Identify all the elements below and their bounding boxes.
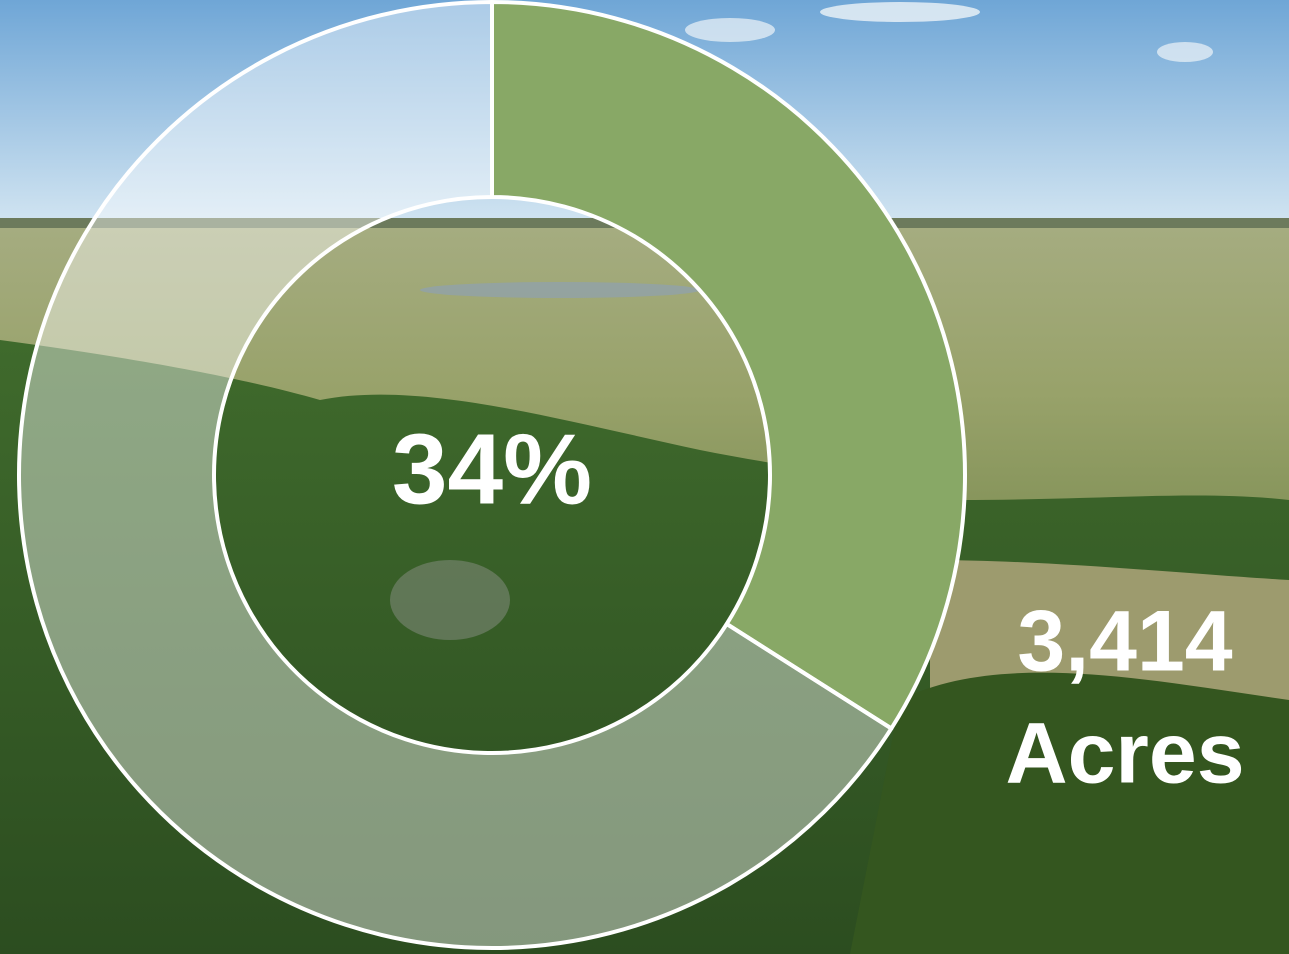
annotation: Acres: [1005, 706, 1244, 802]
donut-segment: [17, 0, 894, 950]
center-label: 34%: [392, 413, 592, 525]
donut-segment: [490, 0, 967, 731]
annotation: 3,414: [1017, 594, 1232, 690]
donut: 34%: [17, 0, 967, 950]
